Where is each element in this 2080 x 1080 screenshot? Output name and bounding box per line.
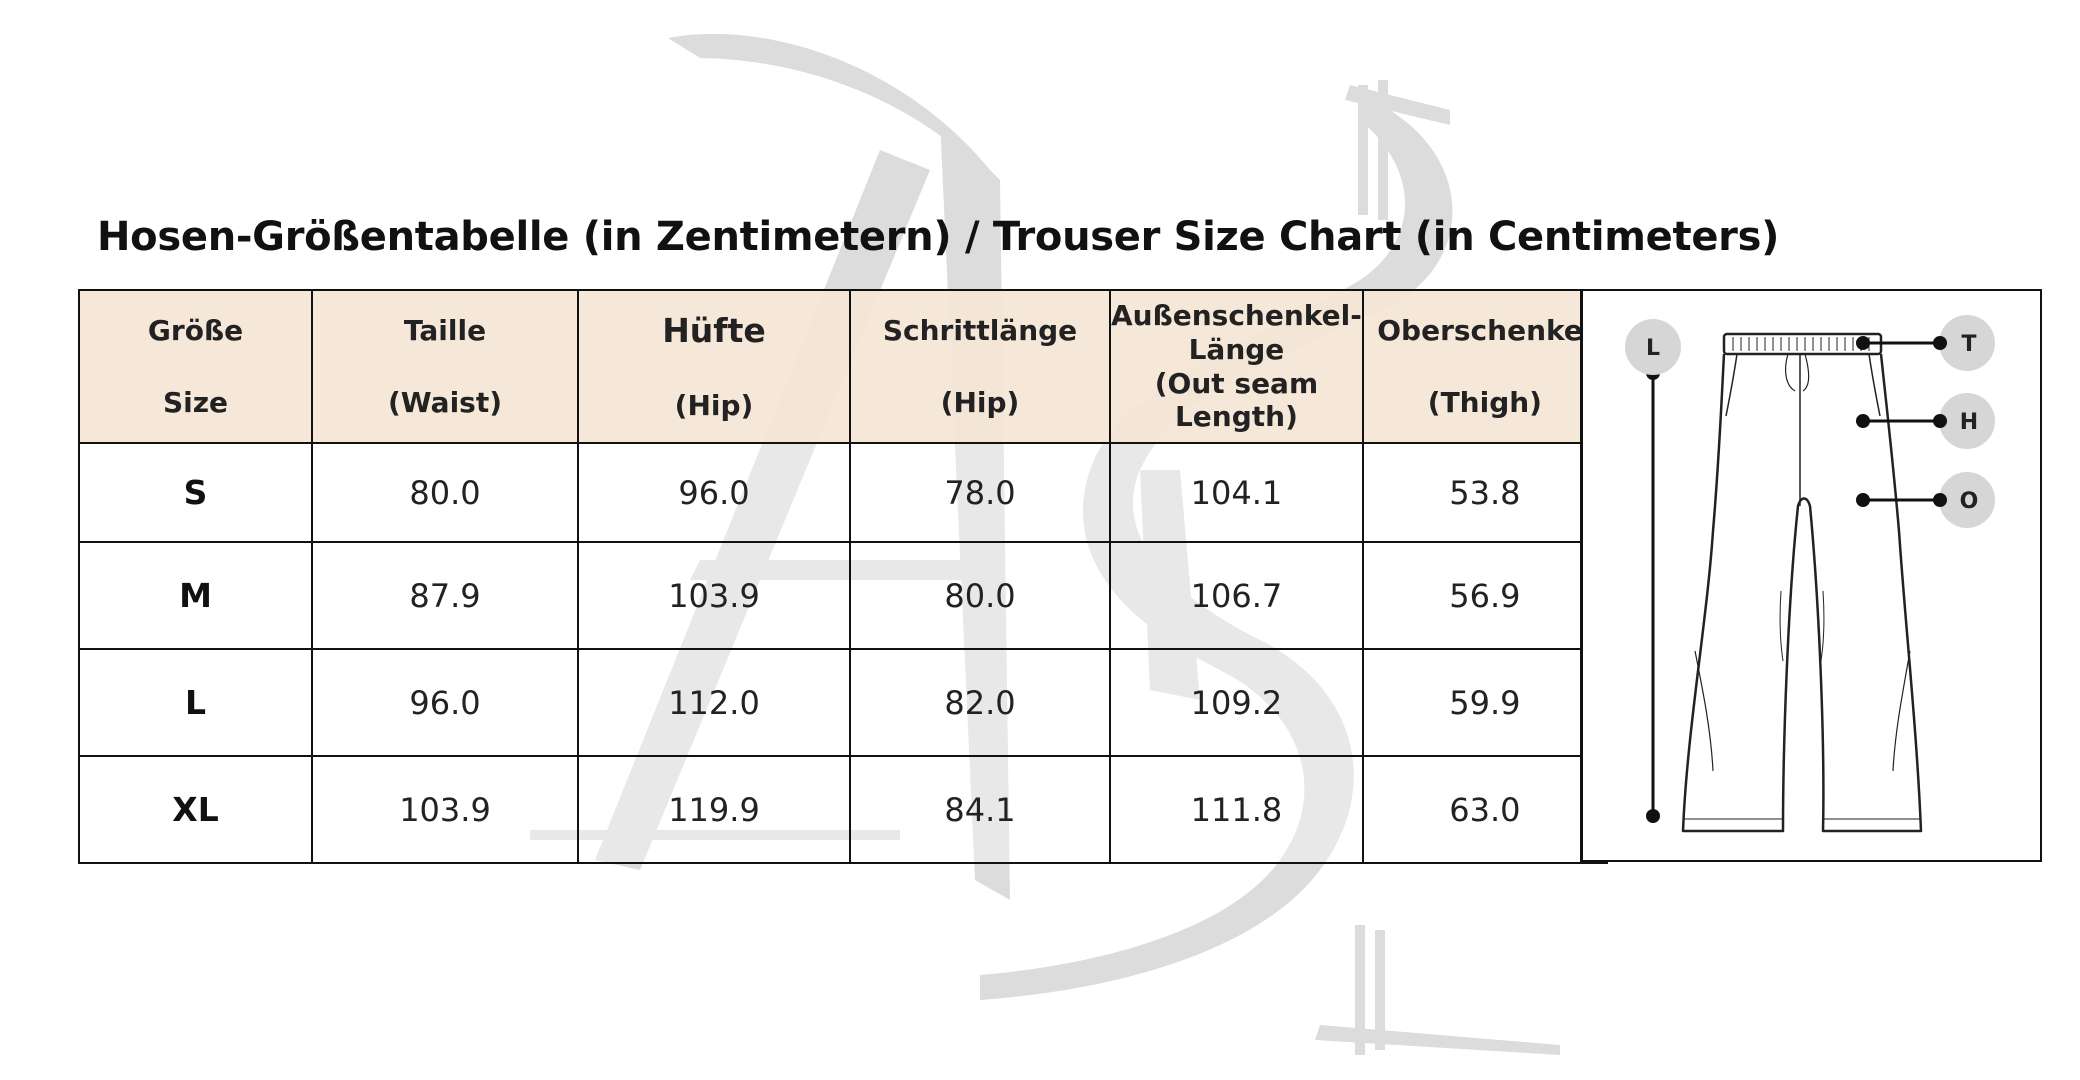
hip-cell: 96.0 — [577, 442, 851, 543]
outseam-cell: 106.7 — [1109, 541, 1364, 650]
thigh-cell: 53.8 — [1361, 442, 1608, 543]
header-waist: Taille (Waist) — [311, 289, 579, 444]
thigh-cell: 63.0 — [1361, 755, 1608, 864]
size-chart-table: Größe Size Taille (Waist) Hüfte (Hip) Sc… — [78, 289, 1608, 864]
inseam-cell: 84.1 — [849, 755, 1111, 864]
table-row: XL 103.9 119.9 84.1 111.8 63.0 — [78, 755, 1608, 864]
trouser-diagram: L T H O — [1580, 289, 2042, 862]
waist-cell: 103.9 — [311, 755, 579, 864]
waistband-gathers — [1732, 337, 1870, 351]
size-cell: L — [78, 648, 313, 757]
waist-cell: 87.9 — [311, 541, 579, 650]
header-size: Größe Size — [78, 289, 313, 444]
hip-cell: 119.9 — [577, 755, 851, 864]
length-label: L — [1646, 336, 1660, 361]
thigh-cell: 59.9 — [1361, 648, 1608, 757]
outseam-cell: 104.1 — [1109, 442, 1364, 543]
header-outseam: Außenschenkel- Länge (Out seam Length) — [1109, 289, 1364, 444]
trouser-outline — [1681, 332, 1923, 833]
inseam-cell: 82.0 — [849, 648, 1111, 757]
thigh-cell: 56.9 — [1361, 541, 1608, 650]
inseam-cell: 78.0 — [849, 442, 1111, 543]
size-cell: XL — [78, 755, 313, 864]
table-row: M 87.9 103.9 80.0 106.7 56.9 — [78, 541, 1608, 650]
header-thigh: Oberschenkel (Thigh) — [1361, 289, 1608, 444]
waist-measure: T — [1856, 315, 1995, 371]
hip-cell: 103.9 — [577, 541, 851, 650]
thigh-label: O — [1960, 489, 1979, 514]
hip-label: H — [1960, 410, 1978, 435]
outseam-cell: 111.8 — [1109, 755, 1364, 864]
size-cell: S — [78, 442, 313, 543]
hip-cell: 112.0 — [577, 648, 851, 757]
outseam-cell: 109.2 — [1109, 648, 1364, 757]
waist-label: T — [1961, 332, 1976, 357]
trouser-illustration: L T H O — [1625, 315, 1995, 833]
size-cell: M — [78, 541, 313, 650]
waist-cell: 96.0 — [311, 648, 579, 757]
header-inseam: Schrittlänge (Hip) — [849, 289, 1111, 444]
hip-measure: H — [1856, 393, 1995, 449]
inseam-cell: 80.0 — [849, 541, 1111, 650]
length-measure: L — [1625, 319, 1681, 823]
page-title: Hosen-Größentabelle (in Zentimetern) / T… — [97, 214, 1780, 260]
thigh-measure: O — [1856, 472, 1995, 528]
table-row: L 96.0 112.0 82.0 109.2 59.9 — [78, 648, 1608, 757]
waist-cell: 80.0 — [311, 442, 579, 543]
header-hip: Hüfte (Hip) — [577, 289, 851, 444]
table-header-row: Größe Size Taille (Waist) Hüfte (Hip) Sc… — [78, 289, 1608, 444]
table-row: S 80.0 96.0 78.0 104.1 53.8 — [78, 442, 1608, 543]
